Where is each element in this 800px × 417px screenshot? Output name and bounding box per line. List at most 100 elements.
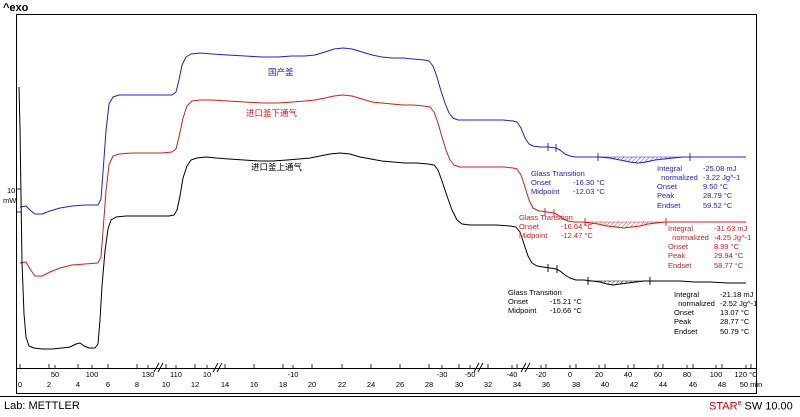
annotation-label: Midpoint bbox=[519, 231, 548, 241]
annotation-row: Peak 28.79 °C bbox=[657, 191, 740, 200]
annotation-row: Integral -31.63 mJ bbox=[668, 224, 751, 233]
annotation-label: Onset bbox=[531, 178, 552, 188]
glass-transition-readout-black: Glass Transition Onset -15.21 °C Midpoin… bbox=[508, 288, 582, 315]
annotation-value: -2.52 Jg^-1 bbox=[720, 299, 758, 309]
axis-temp-label: 10 bbox=[202, 370, 212, 379]
axis-time-label: 6 bbox=[105, 380, 111, 389]
annotation-row: Onset 8.99 °C bbox=[668, 242, 751, 251]
axis-temp-label: 60 bbox=[653, 370, 663, 379]
axis-temp-label: 130 bbox=[141, 370, 155, 379]
software-version: SW 10.00 bbox=[741, 400, 793, 413]
annotation-label: normalized bbox=[674, 299, 715, 309]
annotation-row: Peak 28.77 °C bbox=[674, 317, 757, 326]
annotation-value: 13.07 °C bbox=[720, 308, 750, 318]
axis-temp-label: -20 bbox=[535, 370, 547, 379]
annotation-label: Peak bbox=[674, 317, 692, 327]
annotation-title: Glass Transition bbox=[508, 288, 562, 297]
axis-time-label: 30 bbox=[454, 380, 464, 389]
annotation-value: 9.50 °C bbox=[703, 182, 729, 192]
annotation-label: normalized bbox=[668, 233, 709, 243]
plot-frame bbox=[16, 14, 757, 394]
annotation-value: 58.77 °C bbox=[714, 260, 744, 270]
axis-time-label: 20 bbox=[307, 380, 317, 389]
axis-segment-break bbox=[216, 362, 223, 373]
axis-time-label: 24 bbox=[366, 380, 376, 389]
annotation-row: Onset 13.07 °C bbox=[674, 308, 757, 317]
axis-time-label: 40 bbox=[600, 380, 610, 389]
axis-segment-break bbox=[520, 362, 527, 373]
annotation-value: 50.79 °C bbox=[720, 326, 750, 336]
axis-temp-label: 20 bbox=[594, 370, 604, 379]
annotation-value: -16.64 °C bbox=[561, 222, 593, 232]
axis-time-label: 34 bbox=[512, 380, 522, 389]
software-version-label: STARe SW 10.00 bbox=[709, 400, 793, 413]
dsc-curve-black bbox=[18, 86, 746, 350]
axis-time-label: 32 bbox=[483, 380, 493, 389]
annotation-value: 29.94 °C bbox=[714, 251, 744, 261]
axis-time-label: 8 bbox=[134, 380, 140, 389]
annotation-label: Peak bbox=[657, 191, 675, 201]
annotation-label: Midpoint bbox=[531, 187, 560, 197]
axis-time-label: 36 bbox=[541, 380, 551, 389]
exo-direction-label: ^exo bbox=[3, 2, 29, 14]
curve-label-blue: 国产釜 bbox=[268, 67, 294, 77]
axis-time-label: 2 bbox=[46, 380, 52, 389]
annotation-title: Glass Transition bbox=[519, 213, 573, 222]
annotation-row: Endset 50.79 °C bbox=[674, 327, 757, 336]
annotation-row: Onset -16.30 °C bbox=[531, 178, 605, 187]
axis-temp-label: 80 bbox=[682, 370, 692, 379]
annotation-row: Onset 9.50 °C bbox=[657, 182, 740, 191]
annotation-value: 8.99 °C bbox=[714, 242, 740, 252]
footer-divider bbox=[0, 396, 800, 397]
axis-temp-label: -40 bbox=[506, 370, 518, 379]
axis-segment-break bbox=[212, 362, 219, 373]
annotation-label: Integral bbox=[674, 290, 700, 299]
dsc-curve-red bbox=[19, 94, 746, 277]
axis-temp-label: 40 bbox=[623, 370, 633, 379]
annotation-value: -21.18 mJ bbox=[720, 290, 754, 299]
axis-time-label: 46 bbox=[688, 380, 698, 389]
axis-time-label: 26 bbox=[395, 380, 405, 389]
annotation-row: normalized -4.25 Jg^-1 bbox=[668, 233, 751, 242]
annotation-value: -15.21 °C bbox=[550, 297, 582, 307]
annotation-row: Midpoint -12.03 °C bbox=[531, 187, 605, 196]
annotation-value: 28.79 °C bbox=[703, 191, 733, 201]
software-brand-superscript: e bbox=[737, 400, 742, 407]
axis-time-label: 10 bbox=[161, 380, 171, 389]
annotation-label: normalized bbox=[657, 173, 698, 183]
annotation-row: Onset -15.21 °C bbox=[508, 297, 582, 306]
annotation-label: Onset bbox=[674, 308, 695, 318]
annotation-row: Endset 59.52 °C bbox=[657, 201, 740, 210]
x-axis-temperature-labels: 50 100 130 110 10 -10 -30 -50 -40 -20 0 20 40 60 80 100… bbox=[0, 370, 800, 380]
axis-time-label: 4 bbox=[75, 380, 81, 389]
axis-time-label: 22 bbox=[337, 380, 347, 389]
annotation-label: Onset bbox=[668, 242, 689, 252]
annotation-value: -31.63 mJ bbox=[714, 224, 748, 233]
annotation-label: Midpoint bbox=[508, 306, 537, 316]
dsc-curve-blue bbox=[19, 47, 746, 215]
annotation-label: Onset bbox=[519, 222, 540, 232]
axis-time-label: 42 bbox=[629, 380, 639, 389]
annotation-row: Integral -21.18 mJ bbox=[674, 290, 757, 299]
axis-time-label: 28 bbox=[424, 380, 434, 389]
curve-label-black: 进口釜上通气 bbox=[251, 162, 303, 172]
annotation-value: -10.66 °C bbox=[550, 306, 582, 316]
annotation-label: Endset bbox=[674, 326, 698, 336]
curve-label-red: 进口釜下通气 bbox=[246, 108, 298, 118]
annotation-label: Integral bbox=[668, 224, 694, 233]
axis-time-label: 12 bbox=[190, 380, 200, 389]
annotation-row: Onset -16.64 °C bbox=[519, 222, 593, 231]
axis-temp-label: 0 bbox=[567, 370, 573, 379]
annotation-label: Endset bbox=[657, 200, 681, 210]
software-brand: STAR bbox=[709, 400, 738, 413]
integral-readout-blue: Integral -25.08 mJ normalized -3.22 Jg^-… bbox=[657, 164, 740, 210]
axis-time-label: 48 bbox=[717, 380, 727, 389]
annotation-row: normalized -2.52 Jg^-1 bbox=[674, 299, 757, 308]
annotation-row: Endset 58.77 °C bbox=[668, 261, 751, 270]
axis-segment-break bbox=[157, 362, 164, 373]
axis-temp-label: -50 bbox=[464, 370, 476, 379]
annotation-value: -3.22 Jg^-1 bbox=[703, 173, 741, 183]
axis-temp-label: 120 °C bbox=[734, 370, 758, 379]
annotation-value: 59.52 °C bbox=[703, 200, 733, 210]
